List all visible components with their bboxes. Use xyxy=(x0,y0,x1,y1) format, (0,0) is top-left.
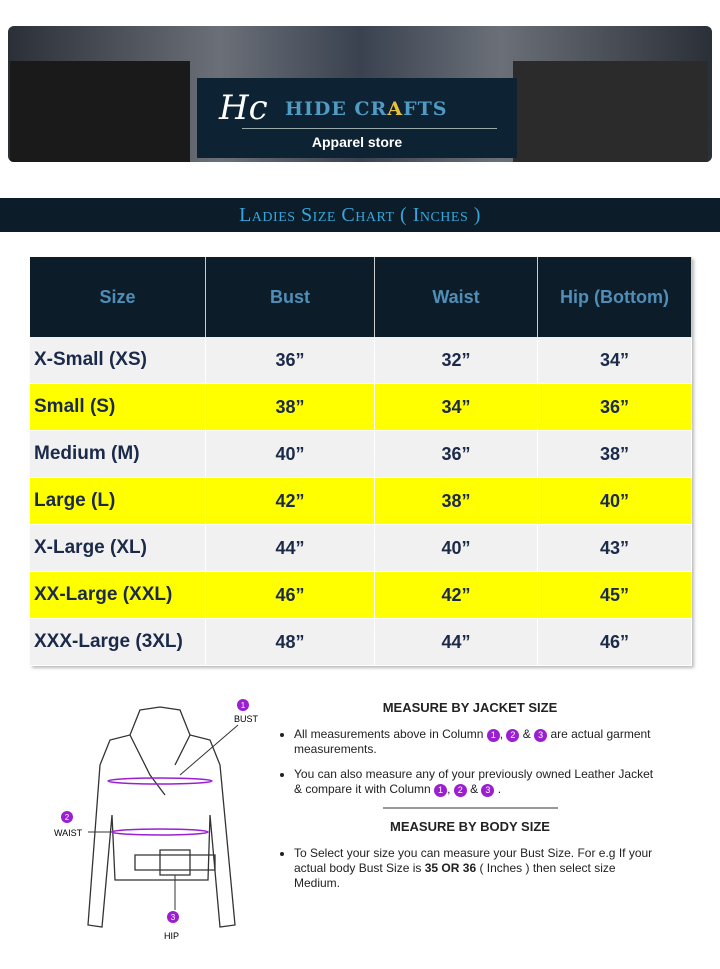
body-heading: MEASURE BY BODY SIZE xyxy=(390,819,550,834)
marker-3: 3 xyxy=(171,913,176,922)
table-row: Medium (M) 40” 36” 38” xyxy=(30,430,692,478)
table-cell: 46” xyxy=(537,618,692,666)
table-cell: 36” xyxy=(537,383,692,431)
size-label: X-Large (XL) xyxy=(30,524,206,572)
brand-name: HIDE CRAFTS xyxy=(285,98,448,120)
jacket-diagram: 1 2 3 BUST WAIST HIP xyxy=(54,699,259,941)
table-cell: 42” xyxy=(205,477,375,525)
hip-label: HIP xyxy=(164,931,179,941)
table-cell: 32” xyxy=(374,337,538,384)
table-row: X-Small (XS) 36” 32” 34” xyxy=(30,337,692,384)
jacket-photo-right xyxy=(513,61,708,162)
table-cell: 38” xyxy=(374,477,538,525)
divider xyxy=(382,807,558,809)
table-cell: 40” xyxy=(374,524,538,572)
size-label: Large (L) xyxy=(30,477,206,525)
table-cell: 34” xyxy=(537,337,692,384)
size-label: Medium (M) xyxy=(30,430,206,478)
logo-mark: Hc xyxy=(219,88,268,128)
bust-label: BUST xyxy=(234,714,259,724)
store-banner: Hc HIDE CRAFTS Apparel store xyxy=(8,26,712,162)
jacket-bullet-2: You can also measure any of your previou… xyxy=(294,767,660,797)
tagline: Apparel store xyxy=(311,134,403,150)
size-label: XXX-Large (3XL) xyxy=(30,618,206,666)
brand-logo: Hc HIDE CRAFTS Apparel store xyxy=(197,78,517,158)
jacket-bullet-1: All measurements above in Column 1, 2 & … xyxy=(294,727,660,757)
marker-2: 2 xyxy=(65,813,70,822)
table-cell: 44” xyxy=(374,618,538,666)
table-row: Large (L) 42” 38” 40” xyxy=(30,477,692,525)
table-cell: 38” xyxy=(537,430,692,478)
col-header: Size xyxy=(30,257,206,337)
table-row: XXX-Large (3XL) 48” 44” 46” xyxy=(30,618,692,666)
waist-label: WAIST xyxy=(54,828,83,838)
jacket-photo-left xyxy=(10,61,190,162)
size-table: Size Bust Waist Hip (Bottom) X-Small (XS… xyxy=(30,257,692,666)
jacket-heading: MEASURE BY JACKET SIZE xyxy=(382,700,558,715)
table-cell: 48” xyxy=(205,618,375,666)
table-row: Small (S) 38” 34” 36” xyxy=(30,383,692,431)
col-header: Hip (Bottom) xyxy=(537,257,692,337)
page-title: Ladies Size Chart ( Inches ) xyxy=(0,198,720,232)
table-cell: 43” xyxy=(537,524,692,572)
table-cell: 36” xyxy=(205,337,375,384)
table-cell: 42” xyxy=(374,571,538,619)
col-header: Waist xyxy=(374,257,538,337)
table-cell: 40” xyxy=(537,477,692,525)
table-row: X-Large (XL) 44” 40” 43” xyxy=(30,524,692,572)
size-label: X-Small (XS) xyxy=(30,337,206,384)
table-row: XX-Large (XXL) 46” 42” 45” xyxy=(30,571,692,619)
table-cell: 34” xyxy=(374,383,538,431)
table-cell: 36” xyxy=(374,430,538,478)
table-cell: 46” xyxy=(205,571,375,619)
table-cell: 45” xyxy=(537,571,692,619)
measure-info: MEASURE BY JACKET SIZE All measurements … xyxy=(280,700,660,901)
table-cell: 40” xyxy=(205,430,375,478)
col-header: Bust xyxy=(205,257,375,337)
table-cell: 38” xyxy=(205,383,375,431)
table-cell: 44” xyxy=(205,524,375,572)
marker-1: 1 xyxy=(241,701,246,710)
size-label: Small (S) xyxy=(30,383,206,431)
body-bullet-1: To Select your size you can measure your… xyxy=(294,846,660,891)
size-label: XX-Large (XXL) xyxy=(30,571,206,619)
